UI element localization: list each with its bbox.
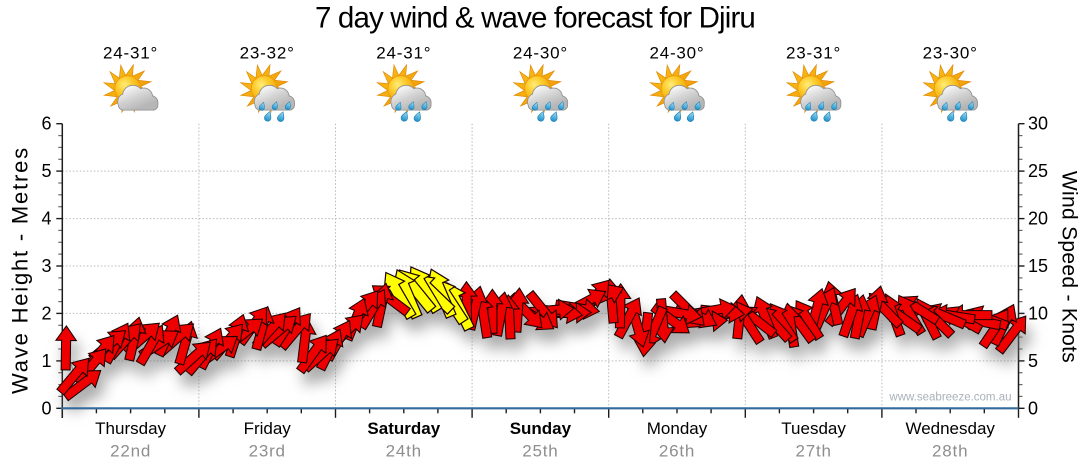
svg-text:Tuesday: Tuesday — [781, 419, 846, 438]
svg-text:Friday: Friday — [244, 419, 292, 438]
svg-text:Thursday: Thursday — [95, 419, 166, 438]
svg-text:24th: 24th — [386, 442, 422, 461]
svg-text:23-32°: 23-32° — [240, 44, 295, 63]
svg-text:20: 20 — [1028, 209, 1048, 229]
svg-text:23rd: 23rd — [249, 442, 286, 461]
svg-text:28th: 28th — [932, 442, 968, 461]
svg-text:10: 10 — [1028, 303, 1048, 323]
svg-text:23-31°: 23-31° — [786, 44, 841, 63]
svg-text:Wind Speed - Knots: Wind Speed - Knots — [1058, 171, 1080, 363]
svg-text:25: 25 — [1028, 161, 1048, 181]
svg-text:24-31°: 24-31° — [376, 44, 431, 63]
svg-text:5: 5 — [41, 161, 51, 181]
svg-text:Saturday: Saturday — [367, 419, 440, 438]
svg-text:Wednesday: Wednesday — [905, 419, 995, 438]
svg-text:0: 0 — [41, 398, 51, 418]
svg-text:Monday: Monday — [647, 419, 708, 438]
svg-text:5: 5 — [1028, 351, 1038, 371]
svg-text:27th: 27th — [795, 442, 831, 461]
svg-text:24-31°: 24-31° — [103, 44, 158, 63]
svg-text:23-30°: 23-30° — [923, 44, 978, 63]
svg-text:2: 2 — [41, 303, 51, 323]
svg-text:24-30°: 24-30° — [649, 44, 704, 63]
svg-text:15: 15 — [1028, 256, 1048, 276]
svg-text:22nd: 22nd — [110, 442, 151, 461]
svg-text:30: 30 — [1028, 114, 1048, 134]
svg-text:Sunday: Sunday — [510, 419, 572, 438]
svg-text:26th: 26th — [659, 442, 695, 461]
svg-text:6: 6 — [41, 114, 51, 134]
svg-text:3: 3 — [41, 256, 51, 276]
svg-text:www.seabreeze.com.au: www.seabreeze.com.au — [888, 392, 1011, 404]
svg-text:1: 1 — [41, 351, 51, 371]
svg-text:24-30°: 24-30° — [513, 44, 568, 63]
svg-text:7 day wind & wave forecast for: 7 day wind & wave forecast for Djiru — [315, 2, 755, 35]
svg-text:4: 4 — [41, 209, 51, 229]
svg-text:25th: 25th — [522, 442, 558, 461]
svg-text:Wave Height - Metres: Wave Height - Metres — [8, 146, 33, 394]
svg-text:0: 0 — [1028, 398, 1038, 418]
